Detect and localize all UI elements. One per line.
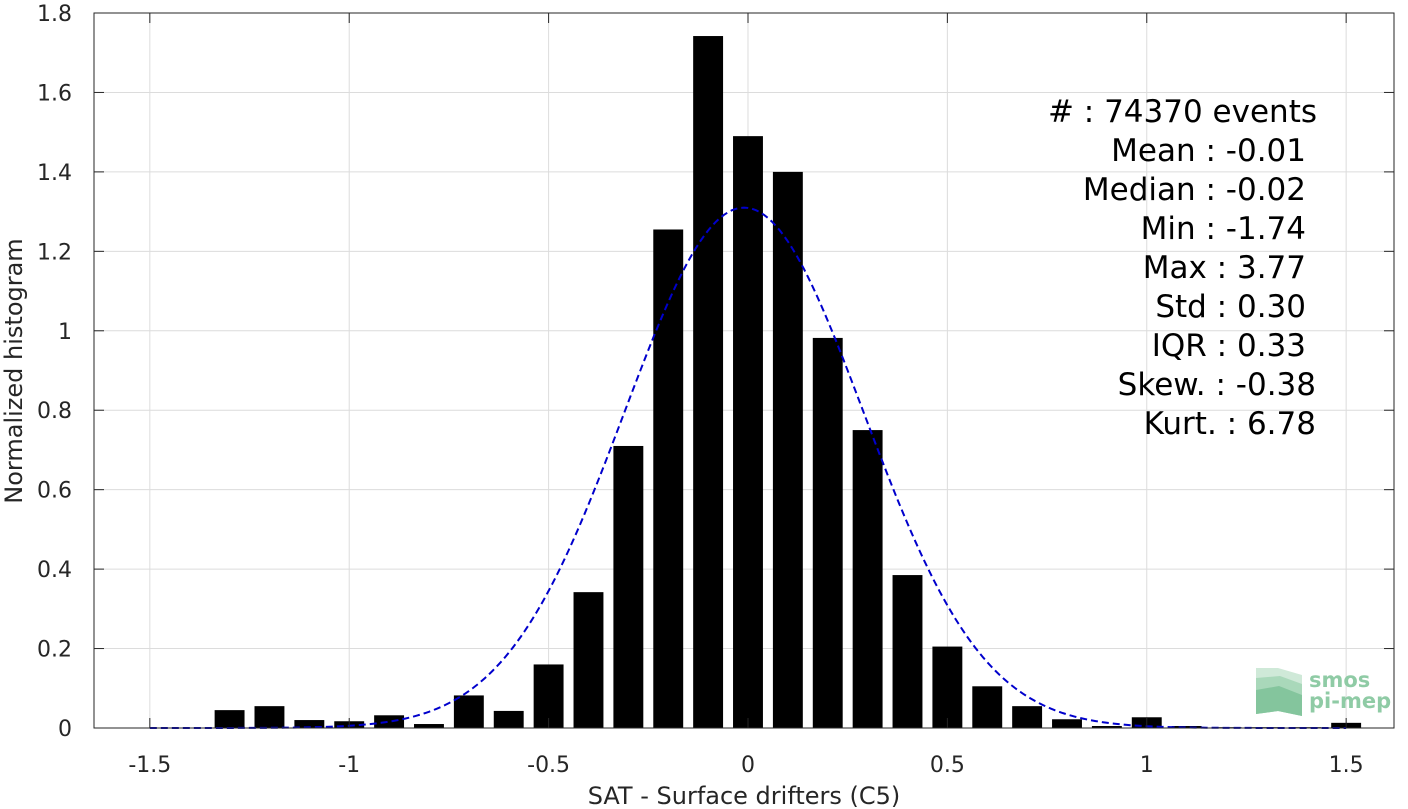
y-tick-label: 1.2 xyxy=(37,240,72,265)
histogram-bar xyxy=(613,445,644,728)
stats-line: Skew. : -0.38 xyxy=(1118,367,1316,403)
logo-text-pi-mep: pi-mep xyxy=(1309,689,1391,713)
y-tick-label: 1.4 xyxy=(37,161,72,186)
histogram-bar xyxy=(1171,726,1202,728)
histogram-bar xyxy=(374,715,405,728)
y-tick-label: 1.8 xyxy=(37,2,72,27)
axes-box xyxy=(93,12,1395,729)
histogram-bar xyxy=(493,710,524,728)
stats-line: Std : 0.30 xyxy=(1155,289,1306,325)
histogram-bar xyxy=(214,710,245,728)
histogram-bar xyxy=(733,136,763,728)
x-tick-label: 1.5 xyxy=(1329,753,1364,778)
histogram-bar xyxy=(812,337,843,728)
y-tick-label: 1.6 xyxy=(37,81,72,106)
histogram-bar xyxy=(294,720,325,728)
y-axis-title: Normalized histogram xyxy=(0,238,28,503)
stats-line: IQR : 0.33 xyxy=(1152,328,1306,364)
histogram-bar xyxy=(892,575,923,728)
histogram-bar xyxy=(852,430,883,728)
histogram-bar xyxy=(1012,706,1043,728)
histogram-bar xyxy=(533,664,564,728)
histogram-bar xyxy=(693,36,724,729)
logo-wave-icon xyxy=(1256,668,1302,716)
stats-line: Kurt. : 6.78 xyxy=(1144,406,1316,442)
smos-pi-mep-logo: smos pi-mep xyxy=(1256,668,1391,716)
x-axis-title: SAT - Surface drifters (C5) xyxy=(588,782,901,809)
histogram-bar xyxy=(573,592,604,728)
x-tick-label: -0.5 xyxy=(527,753,570,778)
x-tick-label: 0 xyxy=(741,753,755,778)
y-tick-label: 0.2 xyxy=(37,638,72,663)
x-tick-label: 0.5 xyxy=(930,753,965,778)
y-tick-label: 0.4 xyxy=(37,558,72,583)
histogram-bar xyxy=(1091,726,1122,728)
y-tick-label: 1 xyxy=(58,320,72,345)
histogram-bar xyxy=(453,695,484,728)
y-tick-label: 0.6 xyxy=(37,479,72,504)
histogram-bar xyxy=(254,706,285,728)
logo-text-smos: smos xyxy=(1309,668,1370,692)
y-tick-label: 0.8 xyxy=(37,399,72,424)
stats-line: Max : 3.77 xyxy=(1143,250,1306,286)
histogram-bar xyxy=(1052,719,1082,728)
stats-line: # : 74370 events xyxy=(1048,94,1317,130)
stats-line: Min : -1.74 xyxy=(1141,211,1306,247)
stats-line: Median : -0.02 xyxy=(1083,172,1306,208)
stats-line: Mean : -0.01 xyxy=(1111,133,1306,169)
y-tick-label: 0 xyxy=(58,717,72,742)
axis-ticks: -1.5 -1 -0.5 0 0.5 1 1.5 0 0.2 0.4 0.6 0.8 1 1.2 1.4 1.… xyxy=(37,2,1394,778)
histogram-bar xyxy=(972,686,1003,728)
x-tick-label: -1.5 xyxy=(128,753,171,778)
histogram-bar xyxy=(772,171,803,728)
histogram-bars xyxy=(214,36,1362,729)
x-tick-label: 1 xyxy=(1140,753,1154,778)
histogram-bar xyxy=(932,646,963,728)
histogram-bar xyxy=(414,724,444,728)
x-tick-label: -1 xyxy=(338,753,360,778)
histogram-bar xyxy=(653,229,684,728)
